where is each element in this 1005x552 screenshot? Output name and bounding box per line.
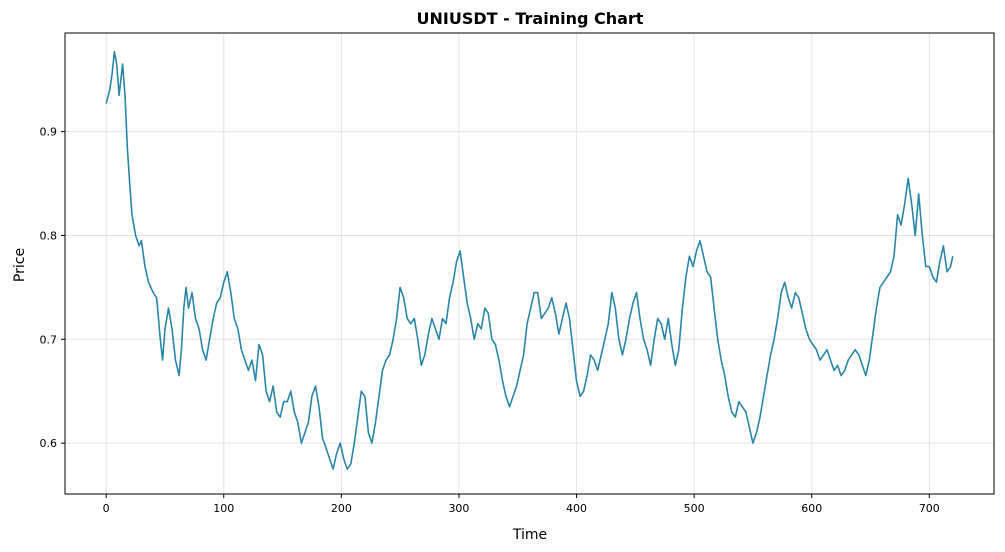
- x-tick-label: 400: [566, 502, 587, 515]
- y-axis-title: Price: [12, 248, 28, 282]
- x-axis: 0 100 200 300 400 500 600 700: [103, 494, 940, 515]
- x-axis-title: Time: [512, 527, 547, 543]
- series-layer: [105, 50, 954, 470]
- x-tick-label: 600: [801, 502, 822, 515]
- plot-frame: [64, 32, 995, 495]
- y-tick-label: 0.8: [40, 229, 58, 242]
- x-tick-label: 500: [684, 502, 705, 515]
- y-tick-label: 0.6: [40, 437, 58, 450]
- x-tick-label: 0: [103, 502, 110, 515]
- y-tick-label: 0.9: [40, 126, 58, 139]
- x-tick-label: 200: [331, 502, 352, 515]
- y-axis: 0.6 0.7 0.8 0.9: [40, 126, 65, 450]
- y-tick-label: 0.7: [40, 333, 58, 346]
- x-tick-label: 700: [919, 502, 940, 515]
- chart-title: UNIUSDT - Training Chart: [417, 9, 644, 28]
- x-tick-label: 300: [448, 502, 469, 515]
- price-line: [105, 50, 954, 470]
- x-tick-label: 100: [213, 502, 234, 515]
